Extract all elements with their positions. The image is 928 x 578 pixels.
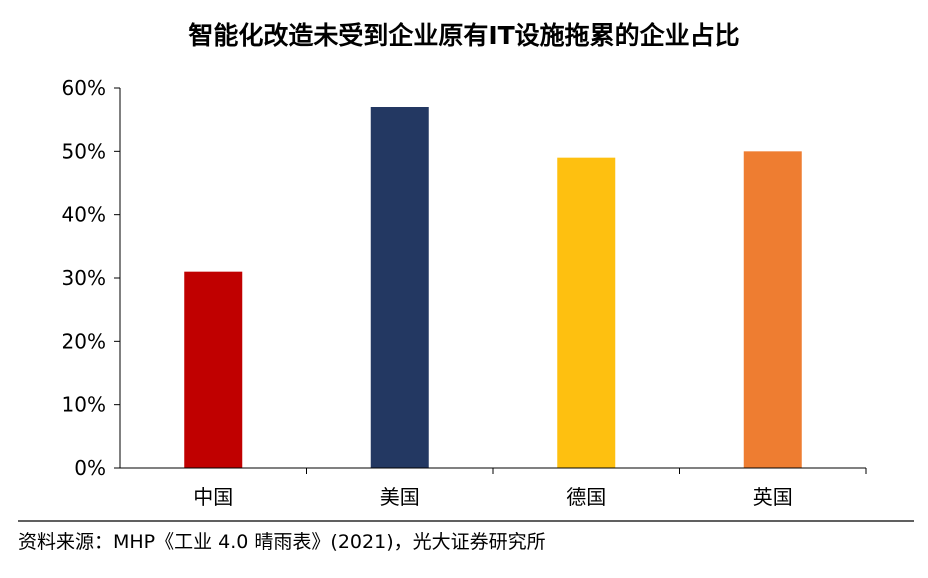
bars	[184, 107, 802, 469]
y-tick-label: 60%	[62, 76, 106, 100]
x-category-label: 中国	[193, 485, 233, 509]
x-category-label: 德国	[566, 485, 606, 509]
y-tick-label: 30%	[62, 266, 106, 290]
chart-title: 智能化改造未受到企业原有IT设施拖累的企业占比	[188, 21, 739, 50]
y-tick-label: 40%	[62, 203, 106, 227]
x-category-label: 英国	[753, 485, 793, 509]
y-tick-label: 0%	[74, 456, 106, 480]
y-tick-label: 10%	[62, 393, 106, 417]
x-category-label: 美国	[380, 485, 420, 509]
y-tick-label: 20%	[62, 329, 106, 353]
x-axis-labels: 中国 美国 德国 英国	[193, 468, 867, 509]
y-tick-label: 50%	[62, 139, 106, 163]
source-note: 资料来源：MHP《工业 4.0 晴雨表》(2021)，光大证券研究所	[18, 531, 546, 553]
bar	[743, 151, 802, 469]
bar	[557, 157, 616, 468]
bar	[370, 107, 429, 468]
y-axis-ticks: 0% 10% 20% 30% 40% 50% 60%	[62, 76, 120, 480]
bar	[184, 271, 243, 468]
